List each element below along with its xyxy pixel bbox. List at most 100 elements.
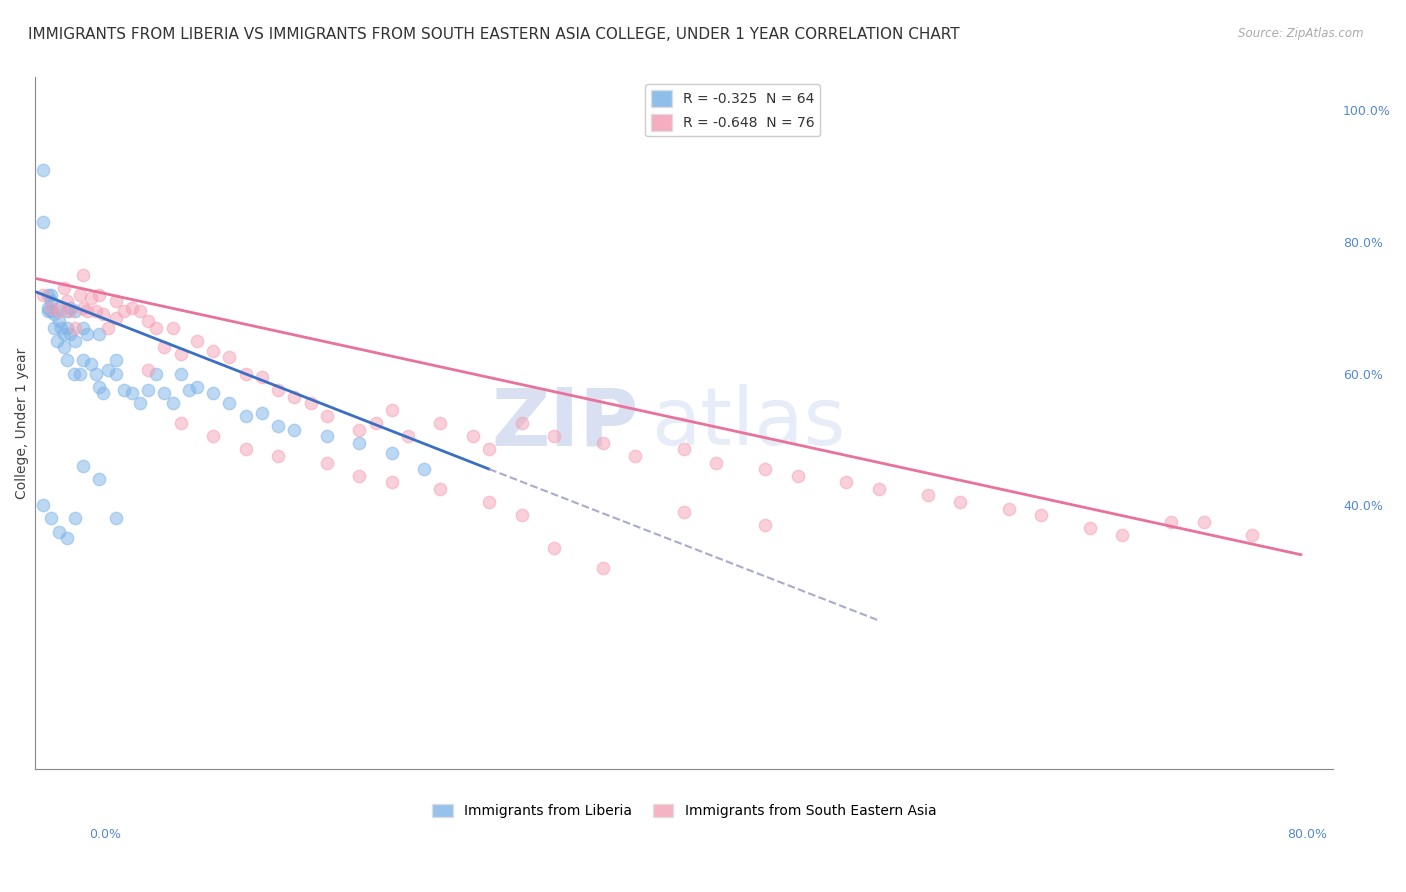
Point xyxy=(672,442,695,457)
Point xyxy=(31,287,53,301)
Point xyxy=(39,287,62,301)
Point xyxy=(37,287,59,301)
Point xyxy=(170,367,193,381)
Point xyxy=(63,320,86,334)
Text: ZIP: ZIP xyxy=(491,384,638,462)
Point xyxy=(104,511,127,525)
Text: IMMIGRANTS FROM LIBERIA VS IMMIGRANTS FROM SOUTH EASTERN ASIA COLLEGE, UNDER 1 Y: IMMIGRANTS FROM LIBERIA VS IMMIGRANTS FR… xyxy=(28,27,960,42)
Point xyxy=(97,320,120,334)
Point xyxy=(754,462,776,476)
Point xyxy=(315,456,337,470)
Point xyxy=(112,304,135,318)
Point xyxy=(543,541,565,555)
Point xyxy=(592,561,614,575)
Point xyxy=(31,215,53,229)
Point xyxy=(510,508,533,523)
Point xyxy=(59,327,82,342)
Point xyxy=(104,310,127,325)
Point xyxy=(48,524,70,539)
Point xyxy=(267,449,290,463)
Point xyxy=(39,294,62,309)
Point xyxy=(235,442,257,457)
Point xyxy=(52,340,75,354)
Point xyxy=(42,320,65,334)
Point xyxy=(136,383,159,397)
Point xyxy=(48,301,70,315)
Point xyxy=(56,294,79,309)
Point xyxy=(121,301,143,315)
Point xyxy=(1192,515,1215,529)
Point xyxy=(63,334,86,348)
Point xyxy=(153,386,176,401)
Point xyxy=(136,314,159,328)
Point xyxy=(1111,528,1133,542)
Point xyxy=(349,468,371,483)
Point xyxy=(235,409,257,424)
Point xyxy=(267,419,290,434)
Point xyxy=(283,423,305,437)
Legend: Immigrants from Liberia, Immigrants from South Eastern Asia: Immigrants from Liberia, Immigrants from… xyxy=(426,798,942,824)
Point xyxy=(89,327,111,342)
Point xyxy=(381,475,404,490)
Point xyxy=(104,353,127,368)
Point xyxy=(364,416,387,430)
Point xyxy=(170,347,193,361)
Point xyxy=(1241,528,1264,542)
Point xyxy=(917,488,939,502)
Point xyxy=(250,370,273,384)
Point xyxy=(59,301,82,315)
Point xyxy=(145,367,167,381)
Point xyxy=(84,367,107,381)
Point xyxy=(136,363,159,377)
Point xyxy=(89,472,111,486)
Point xyxy=(349,423,371,437)
Point xyxy=(754,518,776,533)
Point xyxy=(624,449,647,463)
Point xyxy=(1078,521,1101,535)
Point xyxy=(218,350,240,364)
Point xyxy=(72,320,94,334)
Point xyxy=(62,367,84,381)
Text: Source: ZipAtlas.com: Source: ZipAtlas.com xyxy=(1239,27,1364,40)
Point xyxy=(39,304,62,318)
Point xyxy=(72,301,94,315)
Point xyxy=(153,340,176,354)
Point xyxy=(162,320,184,334)
Point xyxy=(170,416,193,430)
Point xyxy=(349,435,371,450)
Point xyxy=(48,304,70,318)
Point xyxy=(39,511,62,525)
Point xyxy=(299,396,322,410)
Point xyxy=(129,304,152,318)
Point xyxy=(104,367,127,381)
Point xyxy=(80,291,103,305)
Point xyxy=(104,294,127,309)
Point xyxy=(112,383,135,397)
Point xyxy=(39,301,62,315)
Point xyxy=(283,390,305,404)
Point xyxy=(413,462,436,476)
Point xyxy=(52,327,75,342)
Point xyxy=(461,429,484,443)
Point xyxy=(478,495,501,509)
Text: atlas: atlas xyxy=(651,384,846,462)
Point xyxy=(396,429,419,443)
Point xyxy=(202,386,225,401)
Point xyxy=(91,307,114,321)
Point xyxy=(80,357,103,371)
Point xyxy=(42,307,65,321)
Point xyxy=(235,367,257,381)
Point xyxy=(69,287,91,301)
Point xyxy=(267,383,290,397)
Point xyxy=(315,429,337,443)
Point xyxy=(706,456,728,470)
Point xyxy=(84,304,107,318)
Point xyxy=(202,429,225,443)
Point xyxy=(56,320,79,334)
Point xyxy=(31,162,53,177)
Point xyxy=(56,353,79,368)
Point xyxy=(89,287,111,301)
Point xyxy=(786,468,808,483)
Point xyxy=(429,416,451,430)
Point xyxy=(218,396,240,410)
